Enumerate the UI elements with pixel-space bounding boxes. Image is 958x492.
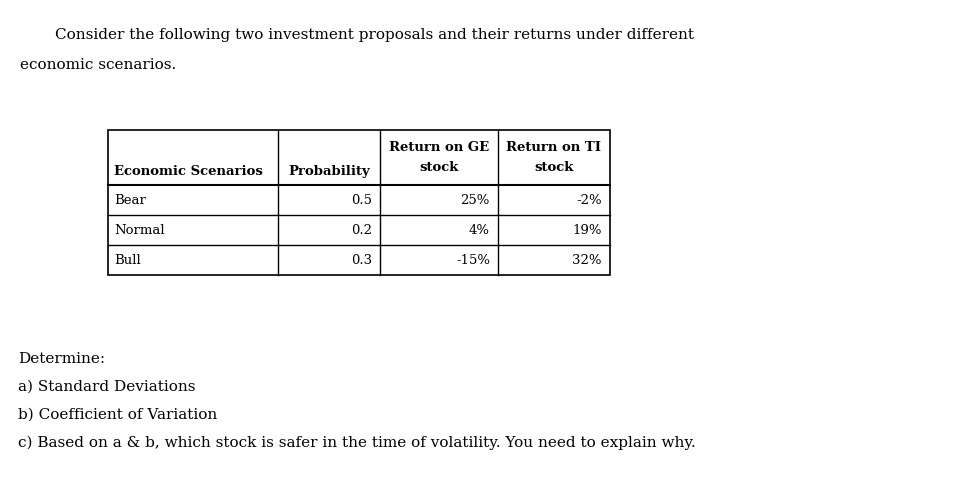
Text: 0.2: 0.2 xyxy=(351,223,372,237)
Text: c) Based on a & b, which stock is safer in the time of volatility. You need to e: c) Based on a & b, which stock is safer … xyxy=(18,436,696,450)
Text: 0.5: 0.5 xyxy=(351,193,372,207)
Text: b) Coefficient of Variation: b) Coefficient of Variation xyxy=(18,408,217,422)
Text: 0.3: 0.3 xyxy=(351,253,372,267)
Text: Economic Scenarios: Economic Scenarios xyxy=(114,165,262,178)
Text: Bear: Bear xyxy=(114,193,146,207)
Text: -2%: -2% xyxy=(577,193,602,207)
Text: 19%: 19% xyxy=(573,223,602,237)
Bar xyxy=(108,130,610,275)
Text: stock: stock xyxy=(535,161,574,174)
Text: 32%: 32% xyxy=(573,253,602,267)
Text: a) Standard Deviations: a) Standard Deviations xyxy=(18,380,195,394)
Text: 25%: 25% xyxy=(461,193,490,207)
Text: Bull: Bull xyxy=(114,253,141,267)
Text: 4%: 4% xyxy=(469,223,490,237)
Text: Return on GE: Return on GE xyxy=(389,141,490,154)
Text: -15%: -15% xyxy=(456,253,490,267)
Text: stock: stock xyxy=(420,161,459,174)
Text: Consider the following two investment proposals and their returns under differen: Consider the following two investment pr… xyxy=(55,28,694,42)
Text: Determine:: Determine: xyxy=(18,352,105,366)
Text: Normal: Normal xyxy=(114,223,165,237)
Text: Return on TI: Return on TI xyxy=(507,141,602,154)
Text: economic scenarios.: economic scenarios. xyxy=(20,58,176,72)
Text: Probability: Probability xyxy=(288,165,370,178)
